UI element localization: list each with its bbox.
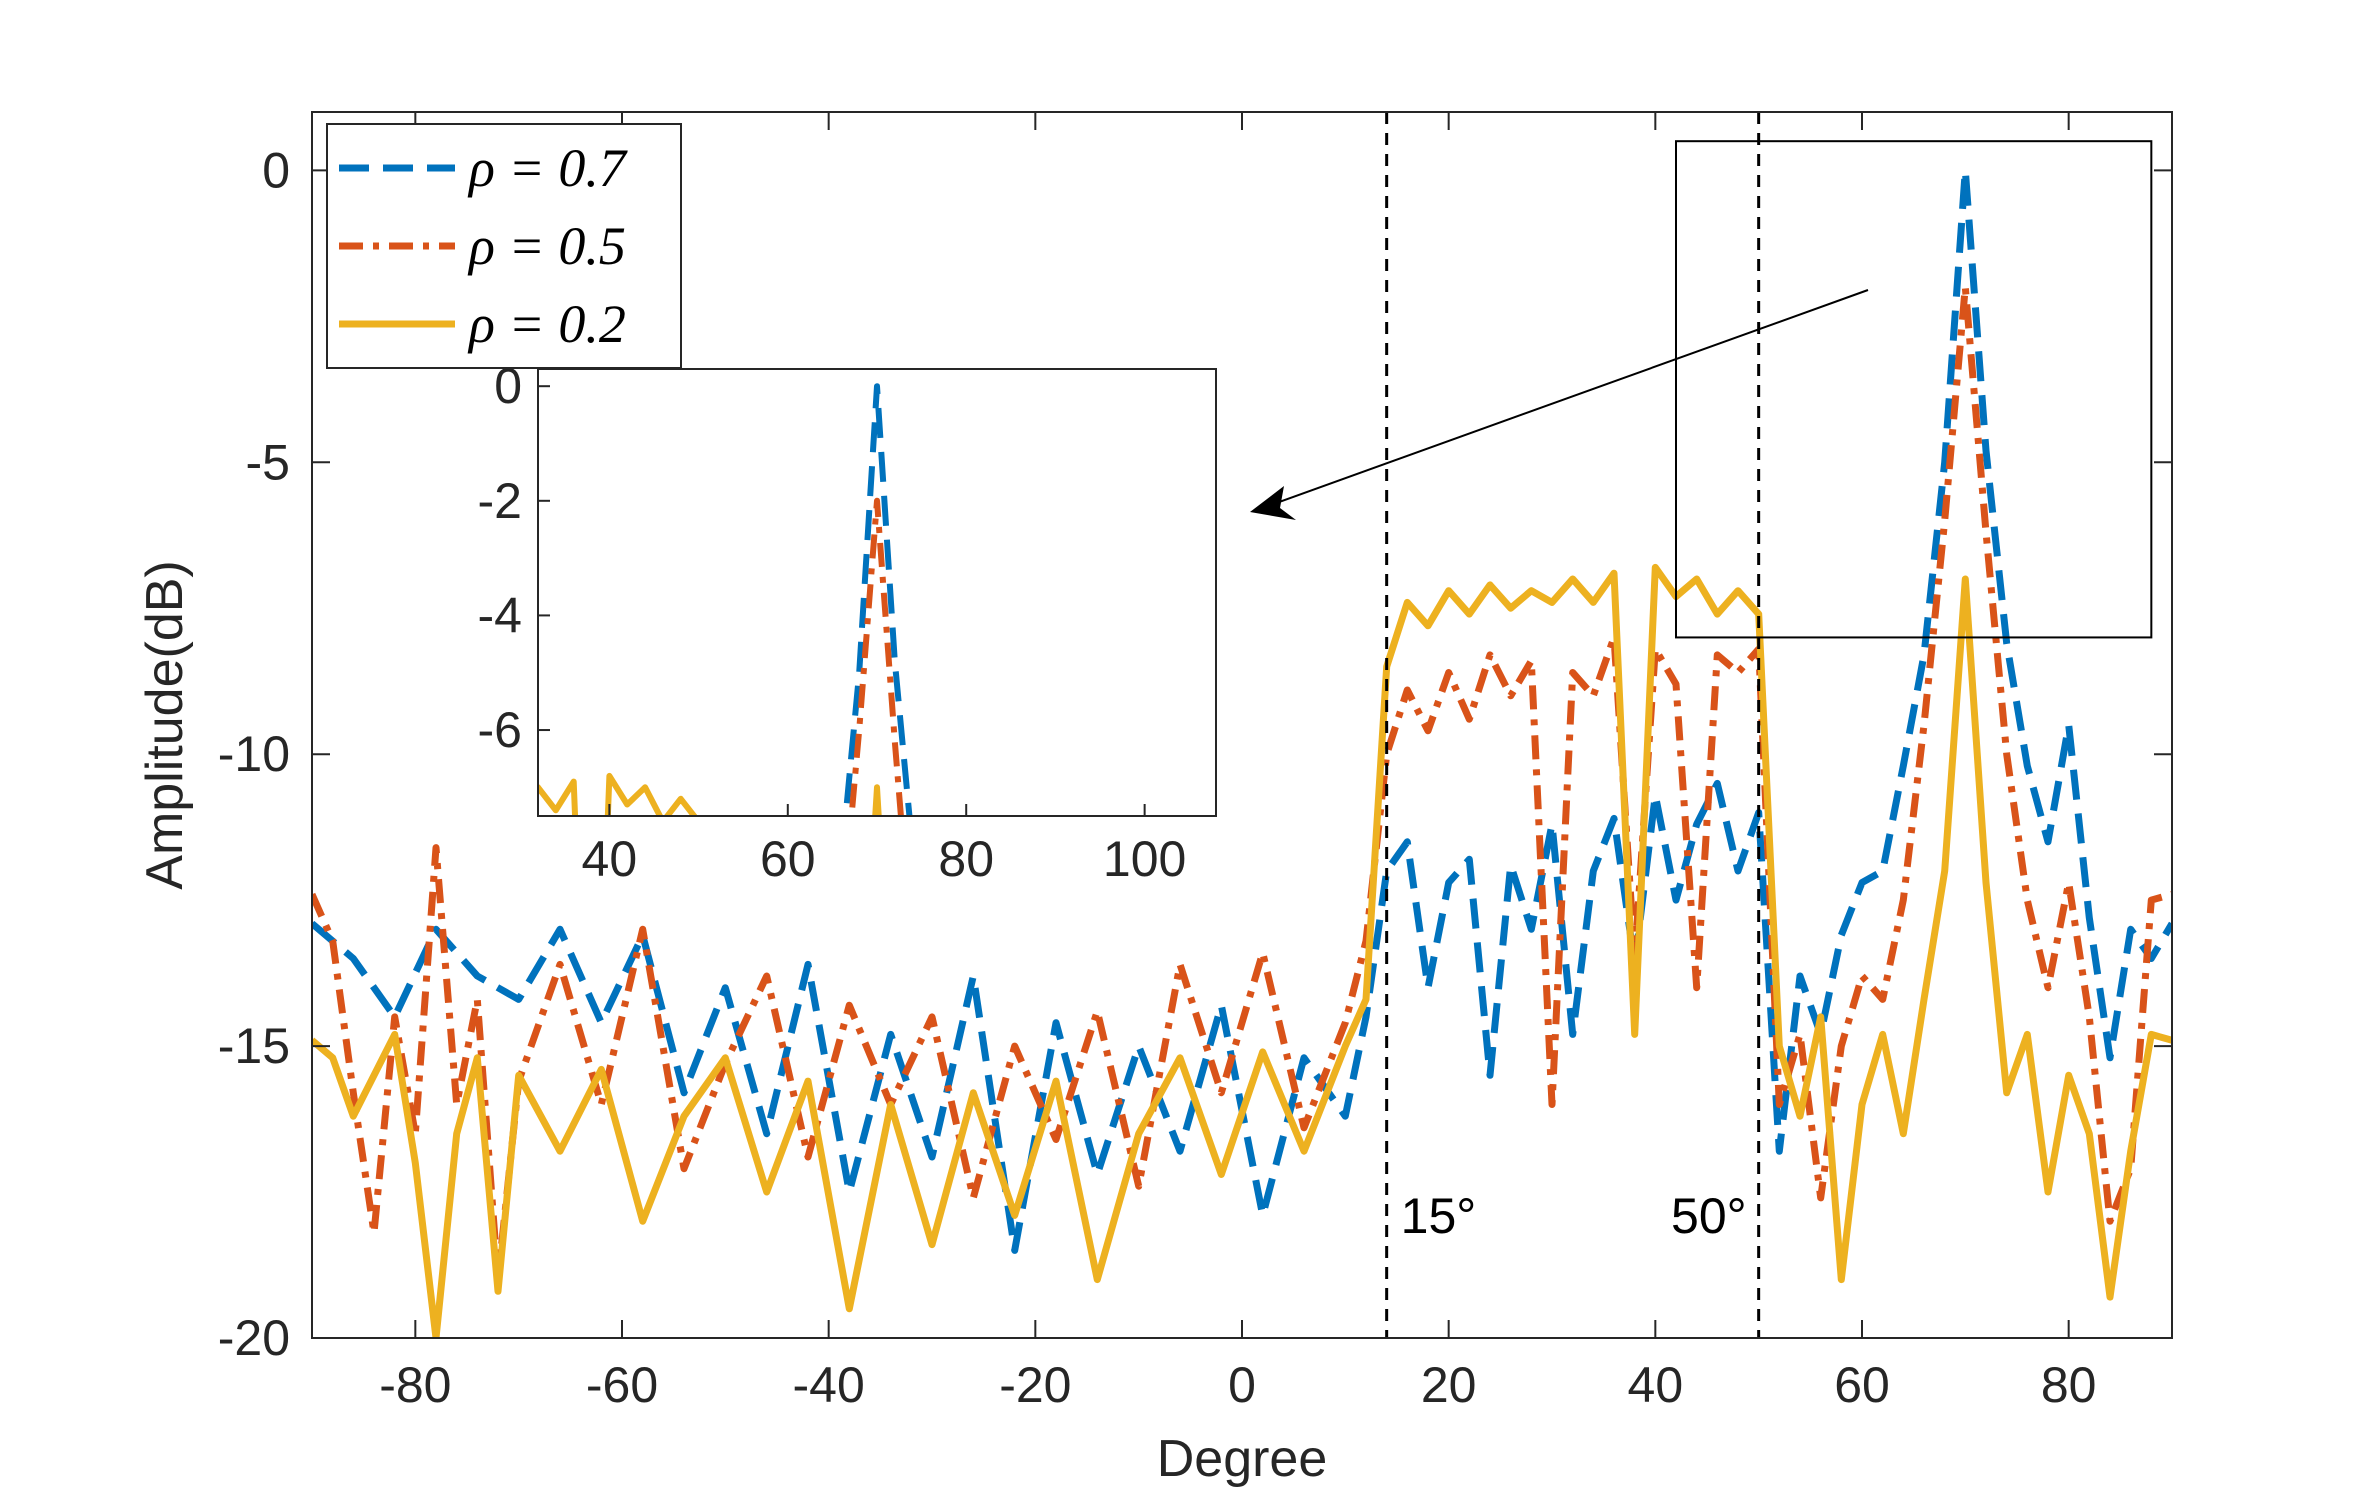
- legend-label-1: ρ = 0.7: [467, 138, 628, 198]
- y-tick-label: 0: [262, 142, 290, 198]
- inset-background: [538, 369, 1216, 816]
- inset-x-tick-label: 80: [938, 831, 994, 887]
- y-tick-label: -5: [246, 434, 290, 490]
- x-tick-label: 0: [1228, 1357, 1256, 1413]
- x-tick-label: -80: [379, 1357, 451, 1413]
- series-layer: [312, 166, 2172, 1338]
- annotation-15-degrees: 15°: [1401, 1188, 1477, 1244]
- legend: ρ = 0.7 ρ = 0.5 ρ = 0.2: [326, 123, 682, 369]
- legend-label-3: ρ = 0.2: [467, 294, 626, 354]
- series-line-3: [312, 563, 2172, 1338]
- zoom-box: [1675, 140, 2153, 639]
- inset-x-tick-label: 100: [1103, 831, 1186, 887]
- annotation-50-degrees: 50°: [1671, 1188, 1747, 1244]
- inset-frame: [537, 368, 1217, 817]
- inset-series-layer: [538, 383, 913, 816]
- zoom-arrow-head: [1250, 486, 1296, 520]
- series-line-1: [312, 166, 2172, 1254]
- inset-series-line-1: [842, 383, 913, 816]
- inset-y-tick-label: -2: [478, 473, 522, 529]
- y-tick-label: -10: [218, 726, 290, 782]
- inset-x-tick-label: 60: [760, 831, 816, 887]
- inset-x-tick-label: 40: [582, 831, 638, 887]
- x-tick-label: -40: [793, 1357, 865, 1413]
- x-tick-label: 60: [1834, 1357, 1890, 1413]
- x-tick-label: 20: [1421, 1357, 1477, 1413]
- legend-label-2: ρ = 0.5: [467, 216, 626, 276]
- x-tick-label: 40: [1628, 1357, 1684, 1413]
- axis-layer: -80 -60 -40 -20 0 20 40 60 80 0 -5 -10 -15 -20: [218, 112, 2172, 1413]
- inset-y-tick-label: -4: [478, 587, 522, 643]
- inset-y-tick-label: -6: [478, 702, 522, 758]
- x-tick-label: -20: [999, 1357, 1071, 1413]
- y-tick-label: -15: [218, 1018, 290, 1074]
- x-axis-label: Degree: [1157, 1430, 1328, 1488]
- annotation-layer: 15° 50°: [1250, 140, 2153, 1244]
- series-line-2: [312, 283, 2172, 1284]
- y-tick-label: -20: [218, 1310, 290, 1366]
- x-tick-label: 80: [2041, 1357, 2097, 1413]
- zoom-arrow: [1267, 289, 1869, 507]
- y-axis-label: Amplitude(dB): [136, 560, 194, 889]
- marker-layer: [1385, 112, 1761, 1338]
- x-tick-label: -60: [586, 1357, 658, 1413]
